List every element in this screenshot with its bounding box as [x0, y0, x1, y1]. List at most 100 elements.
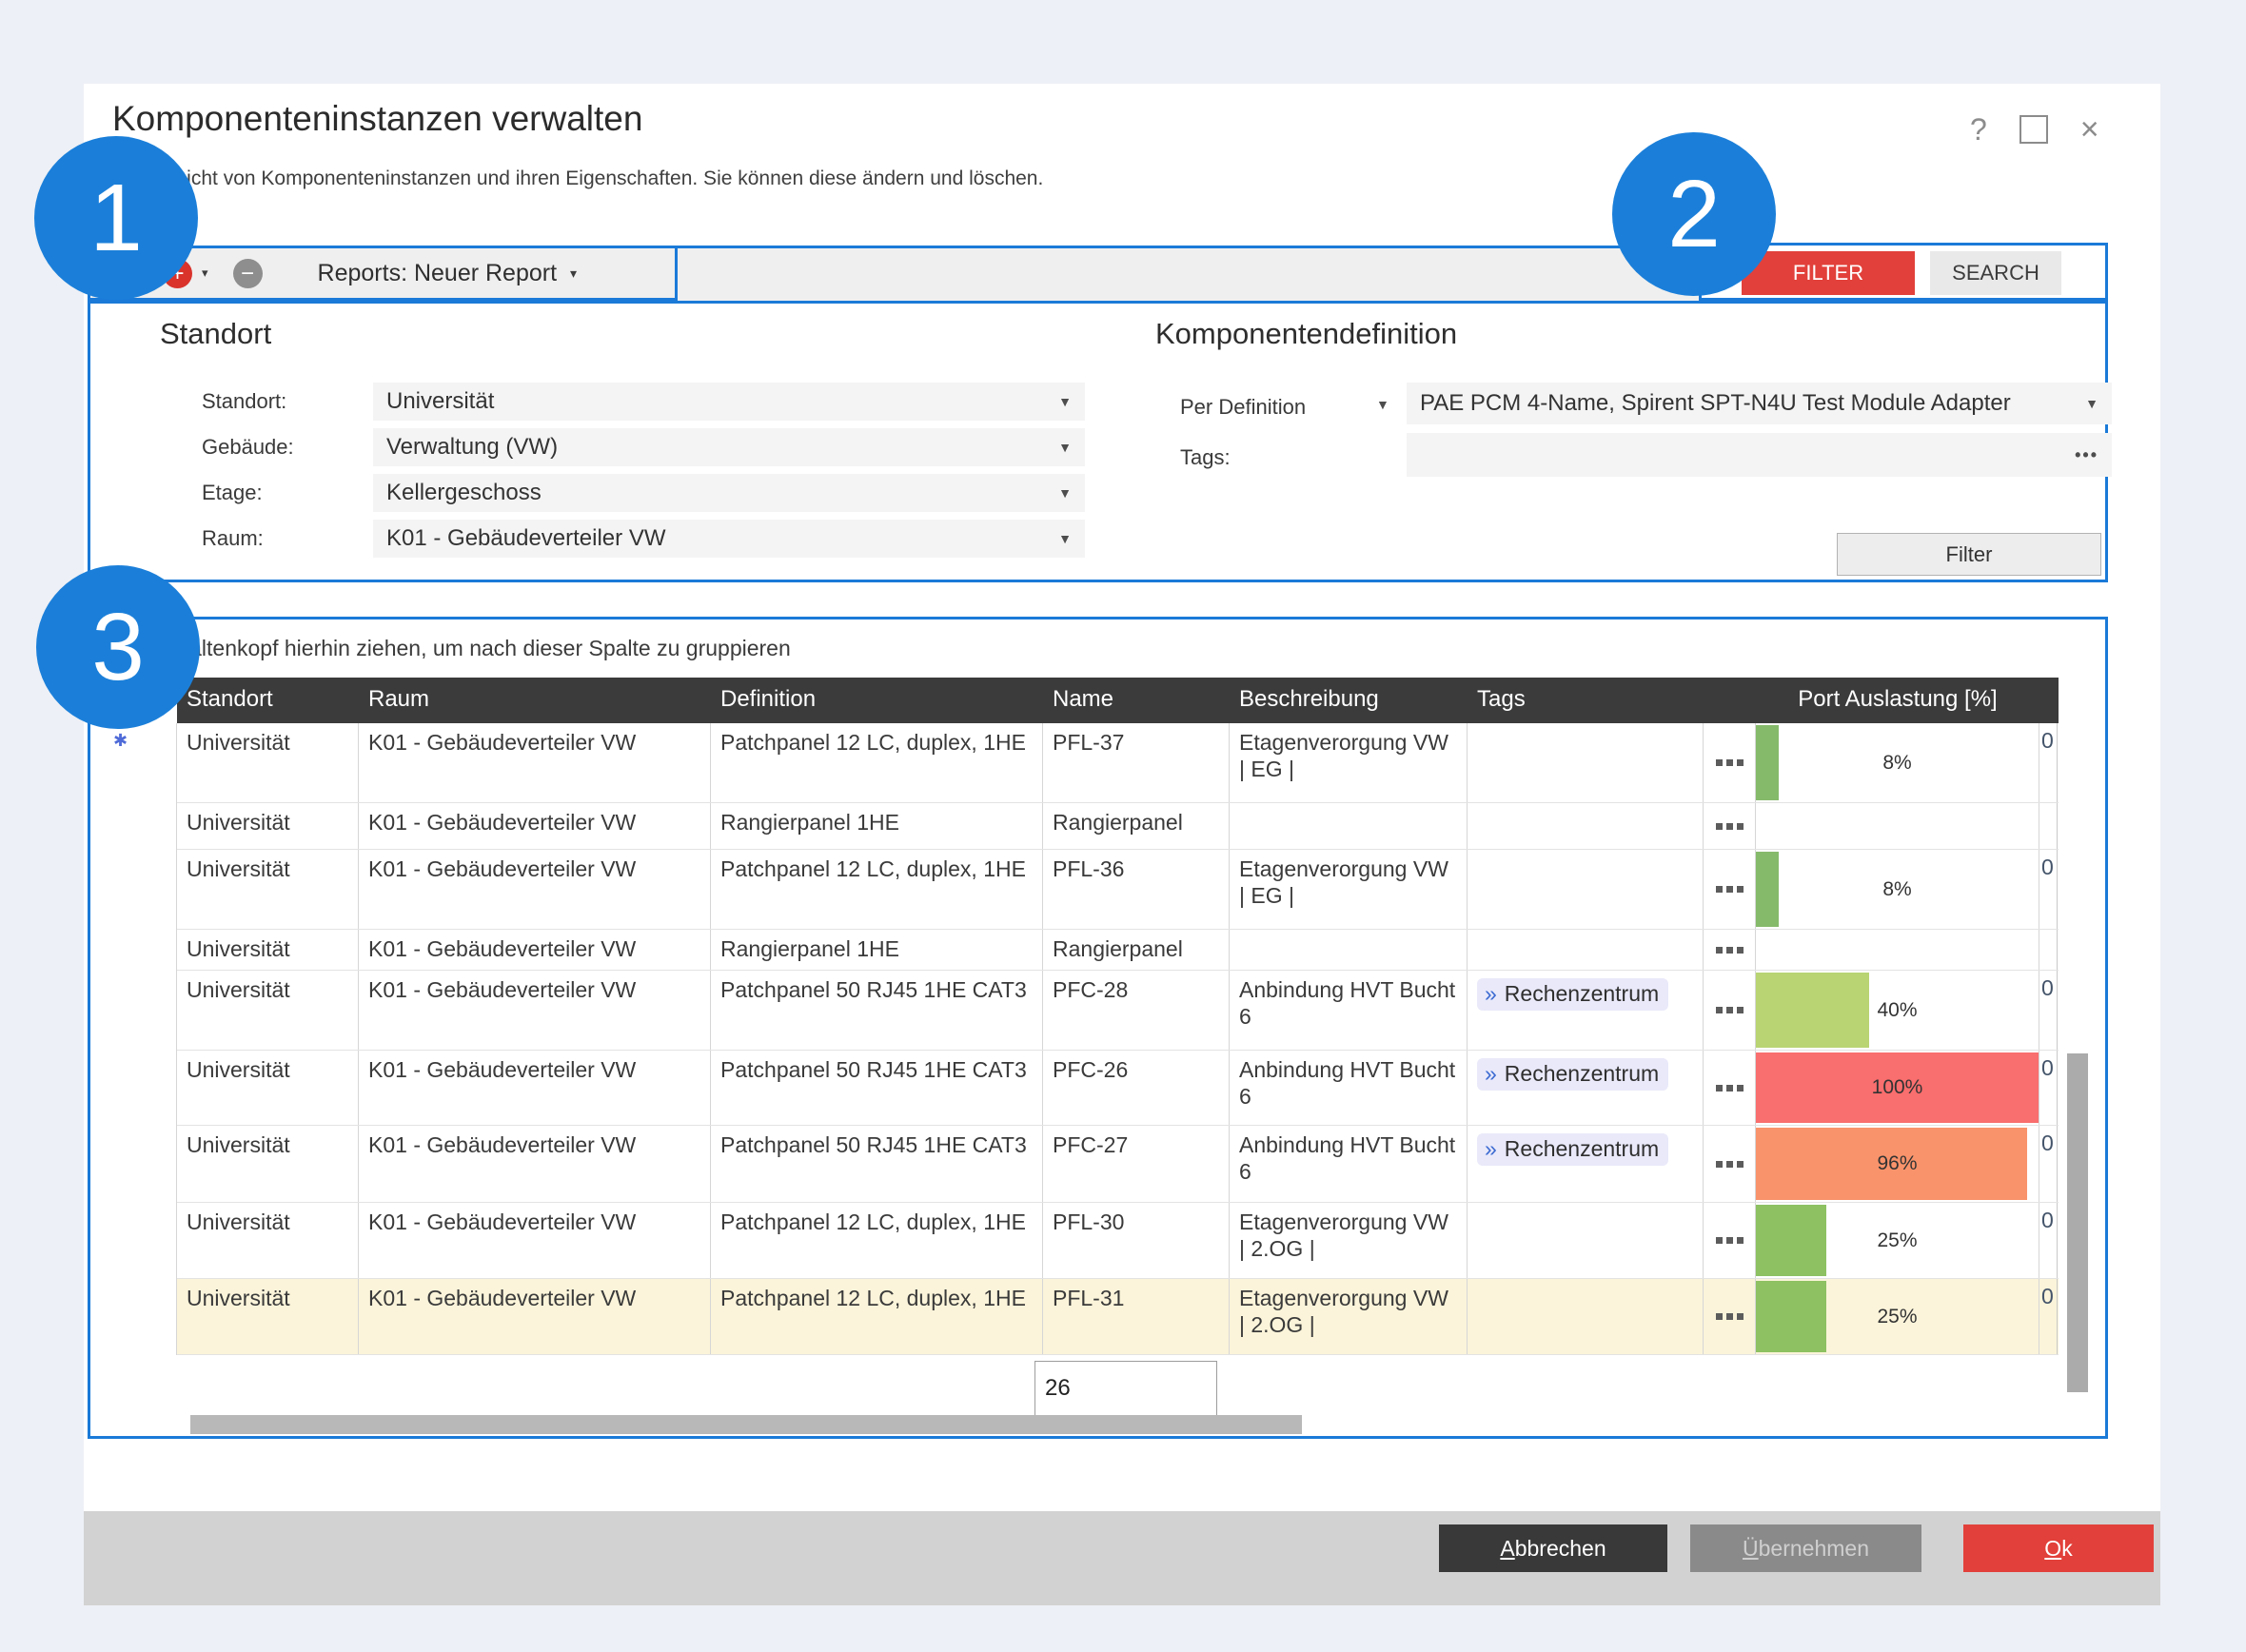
table-row[interactable]: Universität K01 - Gebäudeverteiler VW Patc…	[177, 1051, 2059, 1126]
cell-actions	[1704, 930, 1756, 970]
table-row[interactable]: Universität K01 - Gebäudeverteiler VW Patc…	[177, 850, 2059, 930]
column-header[interactable]	[1704, 678, 1756, 723]
row-ellipsis-button[interactable]	[1715, 822, 1744, 830]
maximize-icon[interactable]	[2019, 115, 2048, 144]
dialog-subtitle: Ansicht von Komponenteninstanzen und ihr…	[152, 167, 1044, 189]
table-row[interactable]: Universität K01 - Gebäudeverteiler VW Patc…	[177, 1203, 2059, 1279]
tags-ellipsis-button[interactable]: •••	[2075, 444, 2098, 464]
ok-button[interactable]: Ok	[1963, 1524, 2154, 1572]
cell-beschreibung: Etagenverorgung VW | EG |	[1230, 723, 1468, 802]
port-usage-bar	[1756, 725, 1779, 800]
row-ellipsis-button[interactable]	[1715, 1084, 1744, 1092]
gebaeude-value: Verwaltung (VW)	[386, 434, 559, 460]
cell-tags	[1468, 1279, 1704, 1354]
raum-dropdown[interactable]: K01 - Gebäudeverteiler VW ▼	[373, 520, 1085, 558]
cell-tags	[1468, 1203, 1704, 1278]
cell-editor-input[interactable]: 26	[1034, 1361, 1217, 1416]
cell-port: 40%	[1756, 971, 2039, 1050]
remove-report-button[interactable]: −	[232, 258, 263, 288]
row-ellipsis-button[interactable]	[1715, 1237, 1744, 1244]
filter-mode-button[interactable]: FILTER	[1742, 251, 1915, 295]
cell-definition: Rangierpanel 1HE	[711, 930, 1043, 970]
raum-value: K01 - Gebäudeverteiler VW	[386, 525, 666, 551]
column-header[interactable]: Definition	[720, 686, 817, 712]
cell-extra: 0	[2039, 1051, 2058, 1125]
filter-apply-button[interactable]: Filter	[1837, 533, 2101, 576]
group-by-bar[interactable]: Spaltenkopf hierhin ziehen, um nach dies…	[90, 620, 2105, 678]
standort-dropdown[interactable]: Universität ▼	[373, 383, 1085, 421]
tag-marker-icon: »	[1485, 1136, 1497, 1161]
annotation-badge-1: 1	[34, 136, 198, 300]
dialog-footer: Abbrechen Übernehmen Ok	[84, 1511, 2160, 1605]
table-row[interactable]: Universität K01 - Gebäudeverteiler VW Patc…	[177, 723, 2059, 803]
group-by-hint: Spaltenkopf hierhin ziehen, um nach dies…	[163, 636, 791, 660]
cancel-button[interactable]: Abbrechen	[1439, 1524, 1667, 1572]
column-header[interactable]: Name	[1053, 686, 1114, 712]
chevron-down-icon: ▼	[2085, 396, 2098, 411]
column-header[interactable]: Standort	[187, 686, 273, 712]
cell-raum: K01 - Gebäudeverteiler VW	[359, 930, 711, 970]
chevron-down-icon: ▼	[1058, 440, 1072, 455]
help-icon[interactable]: ?	[1970, 111, 1987, 147]
chevron-down-icon: ▼	[1058, 394, 1072, 409]
column-header[interactable]: Port Auslastung [%]	[1798, 686, 1998, 712]
column-header[interactable]: Beschreibung	[1239, 686, 1379, 712]
cell-tags: » Rechenzentrum	[1468, 1051, 1704, 1125]
dialog-title: Komponenteninstanzen verwalten	[112, 99, 643, 138]
cell-extra: 0	[2039, 1279, 2058, 1354]
cell-tags	[1468, 803, 1704, 849]
row-ellipsis-button[interactable]	[1715, 1160, 1744, 1168]
cell-actions	[1704, 1051, 1756, 1125]
table-row[interactable]: Universität K01 - Gebäudeverteiler VW Patc…	[177, 1126, 2059, 1203]
table-row[interactable]: Universität K01 - Gebäudeverteiler VW Rang…	[177, 803, 2059, 850]
row-ellipsis-button[interactable]	[1715, 886, 1744, 893]
add-report-caret-icon[interactable]: ▾	[202, 266, 208, 280]
table-row[interactable]: Universität K01 - Gebäudeverteiler VW Patc…	[177, 1279, 2059, 1355]
definition-dropdown[interactable]: PAE PCM 4-Name, Spirent SPT-N4U Test Mod…	[1407, 383, 2112, 424]
cell-name: PFL-31	[1043, 1279, 1230, 1354]
horizontal-scrollbar[interactable]	[190, 1415, 1302, 1434]
cell-standort: Universität	[177, 1279, 359, 1354]
tab-reports-caret-icon[interactable]: ▾	[570, 265, 578, 281]
column-header[interactable]: Raum	[368, 686, 430, 712]
gebaeude-dropdown[interactable]: Verwaltung (VW) ▼	[373, 428, 1085, 466]
tag-chip[interactable]: » Rechenzentrum	[1477, 978, 1669, 1012]
gebaeude-field-label: Gebäude:	[202, 435, 294, 459]
etage-dropdown[interactable]: Kellergeschoss ▼	[373, 474, 1085, 512]
port-usage-label: 25%	[1877, 1305, 1918, 1328]
column-header[interactable]	[2039, 678, 2059, 723]
tag-chip[interactable]: » Rechenzentrum	[1477, 1133, 1669, 1167]
port-usage-label: 100%	[1871, 1076, 1923, 1099]
grid-rows: Universität K01 - Gebäudeverteiler VW Patc…	[177, 723, 2059, 1355]
chevron-down-icon: ▼	[1058, 531, 1072, 546]
per-definition-caret-icon[interactable]: ▼	[1376, 397, 1389, 412]
tags-input[interactable]: •••	[1407, 433, 2112, 477]
cell-raum: K01 - Gebäudeverteiler VW	[359, 971, 711, 1050]
ok-button-label: Ok	[2044, 1535, 2073, 1561]
cell-name: PFL-36	[1043, 850, 1230, 929]
table-row[interactable]: Universität K01 - Gebäudeverteiler VW Patc…	[177, 971, 2059, 1051]
row-ellipsis-button[interactable]	[1715, 759, 1744, 766]
definition-value: PAE PCM 4-Name, Spirent SPT-N4U Test Mod…	[1420, 390, 2011, 416]
column-header[interactable]: Tags	[1477, 686, 1526, 712]
cell-name: PFC-26	[1043, 1051, 1230, 1125]
cell-port: 100%	[1756, 1051, 2039, 1125]
etage-field-label: Etage:	[202, 481, 263, 504]
tag-chip[interactable]: » Rechenzentrum	[1477, 1058, 1669, 1092]
cell-actions	[1704, 1126, 1756, 1202]
search-mode-button[interactable]: SEARCH	[1930, 251, 2061, 295]
row-ellipsis-button[interactable]	[1715, 1007, 1744, 1013]
table-row[interactable]: Universität K01 - Gebäudeverteiler VW Rang…	[177, 930, 2059, 971]
row-ellipsis-button[interactable]	[1715, 1313, 1744, 1320]
apply-button[interactable]: Übernehmen	[1690, 1524, 1921, 1572]
row-ellipsis-button[interactable]	[1715, 946, 1744, 954]
cell-name: PFL-30	[1043, 1203, 1230, 1278]
vertical-scrollbar[interactable]	[2067, 1053, 2088, 1392]
cell-name: PFC-28	[1043, 971, 1230, 1050]
cell-beschreibung: Etagenverorgung VW | 2.OG |	[1230, 1203, 1468, 1278]
cell-tags: » Rechenzentrum	[1468, 971, 1704, 1050]
cell-raum: K01 - Gebäudeverteiler VW	[359, 723, 711, 802]
close-icon[interactable]: ×	[2079, 110, 2099, 148]
cell-standort: Universität	[177, 930, 359, 970]
